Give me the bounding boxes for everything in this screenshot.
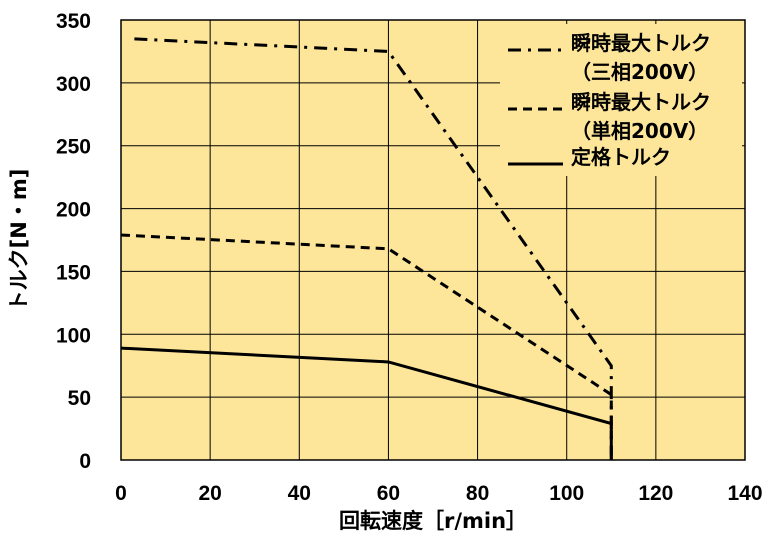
y-tick-labels: 0 50 100 150 200 250 300 350 [56,10,91,473]
y-tick-label: 350 [56,10,91,33]
y-tick-label: 200 [56,199,91,222]
series-lines [120,37,613,460]
series-line-1 [134,37,613,460]
x-tick-label: 60 [377,482,400,505]
legend-label-2: 瞬時最大トルク [571,90,711,114]
y-tick-label: 150 [56,261,91,284]
y-tick-label: 300 [56,73,91,96]
x-tick-label: 20 [198,482,221,505]
x-tick-label: 80 [466,482,489,505]
x-tick-label: 140 [727,482,762,505]
y-tick-label: 100 [56,324,91,347]
y-axis-label: トルク[N・m] [7,169,31,312]
x-tick-label: 0 [115,482,127,505]
legend-label-3: 定格トルク [571,145,671,169]
y-tick-label: 250 [56,136,91,159]
legend-label-1: （三相200V） [571,60,708,84]
legend: 瞬時最大トルク （三相200V） 瞬時最大トルク （単相200V）定格トルク [500,24,742,176]
y-tick-label: 0 [79,450,91,473]
x-tick-label: 100 [549,482,584,505]
series-line-3 [120,346,613,460]
x-tick-label: 120 [638,482,673,505]
legend-label-1: 瞬時最大トルク [571,31,711,55]
x-tick-labels: 0 20 40 60 80 100 120 140 [115,482,762,505]
x-axis-label: 回転速度［r/min］ [339,509,527,533]
grid-lines [121,20,745,460]
y-tick-label: 50 [68,387,91,410]
x-tick-label: 40 [288,482,311,505]
legend-label-2: （単相200V） [571,119,708,143]
